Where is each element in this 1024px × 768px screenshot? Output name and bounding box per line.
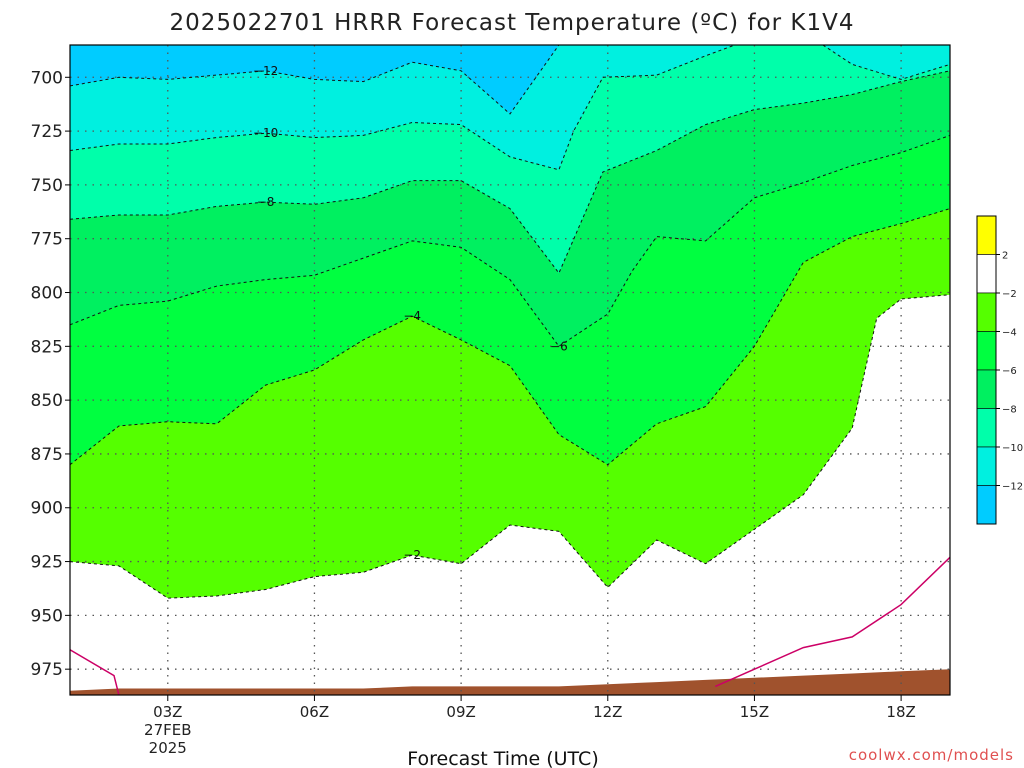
isotherm-contours [70,45,950,695]
x-tick-label: 06Z [300,703,329,721]
contour-label: −12 [253,64,278,78]
isotherm-line [70,294,950,599]
y-axis: 700 725 750 775 800 825 850 875 900 925 950 975 [31,68,70,680]
isotherm-line [822,45,950,80]
colorbar-label: −2 [1002,289,1017,300]
contour-label: −10 [253,126,278,140]
freezing-line [714,556,950,688]
colorbar-swatch [976,485,997,525]
chart-title: 2025022701 HRRR Forecast Temperature (ºC… [169,10,854,36]
x-tick-label: 12Z [593,703,622,721]
x-tick-label: 18Z [886,703,915,721]
y-tick-label: 925 [31,553,63,573]
x-tick-sublabel: 2025 [149,739,187,757]
y-tick-label: 700 [31,68,63,88]
isotherm-line [70,45,736,171]
colorbar-swatch [976,331,997,371]
colorbar-label: −12 [1002,482,1023,493]
colorbar-swatch [976,215,997,255]
colorbar-label: 2 [1002,251,1008,262]
contour-label: −6 [550,339,568,353]
y-tick-label: 725 [31,122,63,142]
isotherm-line [70,70,950,275]
colorbar: 2 −2 −4 −6 −8 −10 −12 [976,215,1023,525]
colorbar-swatch [976,446,997,486]
freezing-line [70,649,120,695]
y-tick-label: 750 [31,176,63,196]
y-tick-label: 825 [31,337,63,357]
y-tick-label: 875 [31,445,63,465]
x-tick-sublabel: 27FEB [144,721,191,739]
isotherm-line [70,134,950,347]
y-tick-label: 850 [31,391,63,411]
colorbar-label: −10 [1002,443,1023,454]
band-neg12-neg10-pocket [822,45,950,80]
colorbar-swatch [976,369,997,409]
x-axis-title: Forecast Time (UTC) [407,748,598,768]
credit-link[interactable]: coolwx.com/models [849,746,1014,764]
plot-frame [69,44,951,696]
isotherm-line [70,45,560,115]
contour-label: −4 [403,309,421,323]
contour-labels: −12 −10 −8 −6 −4 −2 [253,64,568,562]
y-tick-label: 975 [31,660,63,680]
colorbar-label: −4 [1002,328,1017,339]
contour-label: −8 [257,195,275,209]
colorbar-label: −6 [1002,366,1017,377]
y-tick-label: 950 [31,606,63,626]
band-neg2-pos2 [70,294,950,695]
x-tick-label: 15Z [740,703,769,721]
plot-area [70,45,950,695]
x-tick-label: 09Z [446,703,475,721]
colorbar-swatch [976,408,997,448]
x-tick-label: 03Z [153,703,182,721]
colorbar-swatch [976,254,997,294]
y-tick-label: 800 [31,284,63,304]
y-tick-label: 775 [31,230,63,250]
colorbar-swatch [976,292,997,332]
terrain [70,669,950,695]
contour-label: −2 [403,548,421,562]
colorbar-label: −8 [1002,405,1017,416]
y-tick-label: 900 [31,499,63,519]
